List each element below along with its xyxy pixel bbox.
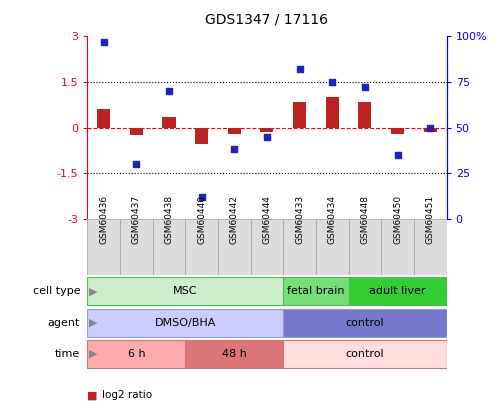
Text: GSM60437: GSM60437 (132, 195, 141, 244)
Point (165, 88, 173, 94)
Bar (185, 219, 218, 275)
Text: control: control (346, 349, 384, 359)
Bar (283, 340, 447, 368)
Bar (283, 277, 349, 305)
Text: GDS1347 / 17116: GDS1347 / 17116 (206, 12, 328, 26)
Text: GSM60438: GSM60438 (165, 195, 174, 244)
Text: MSC: MSC (173, 286, 198, 296)
Bar (250, 219, 283, 275)
Bar (283, 309, 447, 337)
Text: ■: ■ (87, 390, 98, 400)
Bar (381, 219, 414, 275)
Text: GSM60434: GSM60434 (328, 195, 337, 244)
Bar (153, 219, 185, 275)
Point (394, 151, 402, 158)
Text: ▶: ▶ (89, 286, 98, 296)
Point (100, 39, 108, 45)
Bar (424, 128, 437, 132)
Bar (87, 309, 283, 337)
Bar (195, 128, 208, 144)
Point (231, 146, 239, 153)
Bar (228, 128, 241, 134)
Text: log2 ratio: log2 ratio (102, 390, 152, 400)
Bar (218, 219, 250, 275)
Text: time: time (55, 349, 80, 359)
Bar (293, 102, 306, 128)
Bar (120, 219, 153, 275)
Text: GSM60450: GSM60450 (393, 195, 402, 244)
Text: 6 h: 6 h (128, 349, 145, 359)
Point (132, 161, 140, 167)
Bar (326, 97, 339, 128)
Point (263, 134, 271, 140)
Bar (391, 128, 404, 134)
Bar (87, 219, 120, 275)
Bar (316, 219, 349, 275)
Bar (283, 219, 316, 275)
Point (295, 66, 303, 72)
Bar (163, 117, 176, 128)
Text: GSM60442: GSM60442 (230, 195, 239, 244)
Bar (260, 128, 273, 132)
Text: cell type: cell type (32, 286, 80, 296)
Text: GSM60436: GSM60436 (99, 195, 108, 244)
Text: GSM60444: GSM60444 (262, 195, 271, 244)
Text: DMSO/BHA: DMSO/BHA (155, 318, 216, 328)
Text: fetal brain: fetal brain (287, 286, 345, 296)
Point (198, 194, 206, 200)
Bar (414, 219, 447, 275)
Bar (185, 340, 283, 368)
Bar (130, 128, 143, 135)
Text: GSM60440: GSM60440 (197, 195, 206, 244)
Text: agent: agent (48, 318, 80, 328)
Text: GSM60433: GSM60433 (295, 195, 304, 244)
Text: ▶: ▶ (89, 318, 98, 328)
Bar (87, 277, 283, 305)
Text: ▶: ▶ (89, 349, 98, 359)
Text: GSM60448: GSM60448 (360, 195, 369, 244)
Text: control: control (346, 318, 384, 328)
Text: 48 h: 48 h (222, 349, 247, 359)
Point (328, 79, 336, 85)
Bar (358, 102, 371, 128)
Point (426, 124, 434, 131)
Bar (97, 109, 110, 128)
Point (361, 84, 369, 91)
Text: GSM60451: GSM60451 (426, 195, 435, 244)
Bar (349, 219, 381, 275)
Bar (87, 340, 185, 368)
Bar (349, 277, 447, 305)
Text: adult liver: adult liver (369, 286, 426, 296)
